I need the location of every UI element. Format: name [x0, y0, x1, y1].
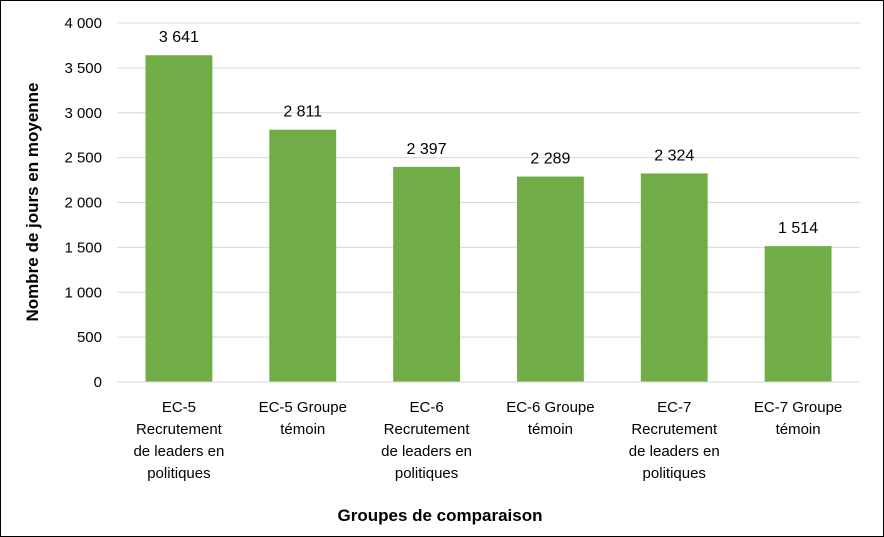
data-label: 2 324	[654, 147, 694, 164]
bar	[516, 176, 584, 382]
gridlines	[117, 22, 860, 338]
y-tick-label: 4 000	[64, 15, 102, 32]
x-tick-label: EC-5 Groupe témoin	[259, 399, 347, 438]
x-tick-label: EC-7 Groupe témoin	[754, 399, 842, 438]
x-tick-labels: EC-5 Recrutement de leaders en politiques EC…	[133, 399, 842, 482]
data-label: 2 811	[283, 104, 322, 121]
bars	[145, 55, 832, 383]
data-label: 3 641	[159, 29, 199, 46]
y-tick-label: 1 500	[64, 239, 102, 256]
y-tick-label: 1 000	[64, 284, 102, 301]
y-tick-label: 2 500	[64, 150, 102, 167]
x-axis-title: Groupes de comparaison	[338, 506, 543, 525]
y-tick-label: 0	[94, 374, 102, 391]
bar	[640, 173, 708, 382]
data-labels: 3 641 2 811 2 397 2 289 2 324 1 514	[159, 29, 818, 237]
x-tick-label: EC-6 Recrutement de leaders en politiques	[381, 399, 472, 482]
y-axis-title: Nombre de jours en moyenne	[23, 83, 42, 322]
bar	[145, 55, 213, 383]
y-tick-labels: 0 500 1 000 1 500 2 000 2 500 3 000 3 500 4 000	[64, 15, 102, 391]
y-tick-label: 2 000	[64, 195, 102, 212]
data-label: 2 289	[530, 151, 570, 168]
x-tick-label: EC-6 Groupe témoin	[506, 399, 594, 438]
bar	[764, 246, 832, 382]
y-tick-label: 500	[77, 329, 102, 346]
x-tick-label: EC-5 Recrutement de leaders en politiques	[133, 399, 224, 482]
data-label: 2 397	[407, 141, 447, 158]
y-tick-label: 3 000	[64, 105, 102, 122]
data-label: 1 514	[778, 220, 818, 237]
bar	[393, 166, 461, 382]
bar	[269, 129, 337, 382]
y-tick-label: 3 500	[64, 60, 102, 77]
x-tick-label: EC-7 Recrutement de leaders en politiques	[629, 399, 720, 482]
